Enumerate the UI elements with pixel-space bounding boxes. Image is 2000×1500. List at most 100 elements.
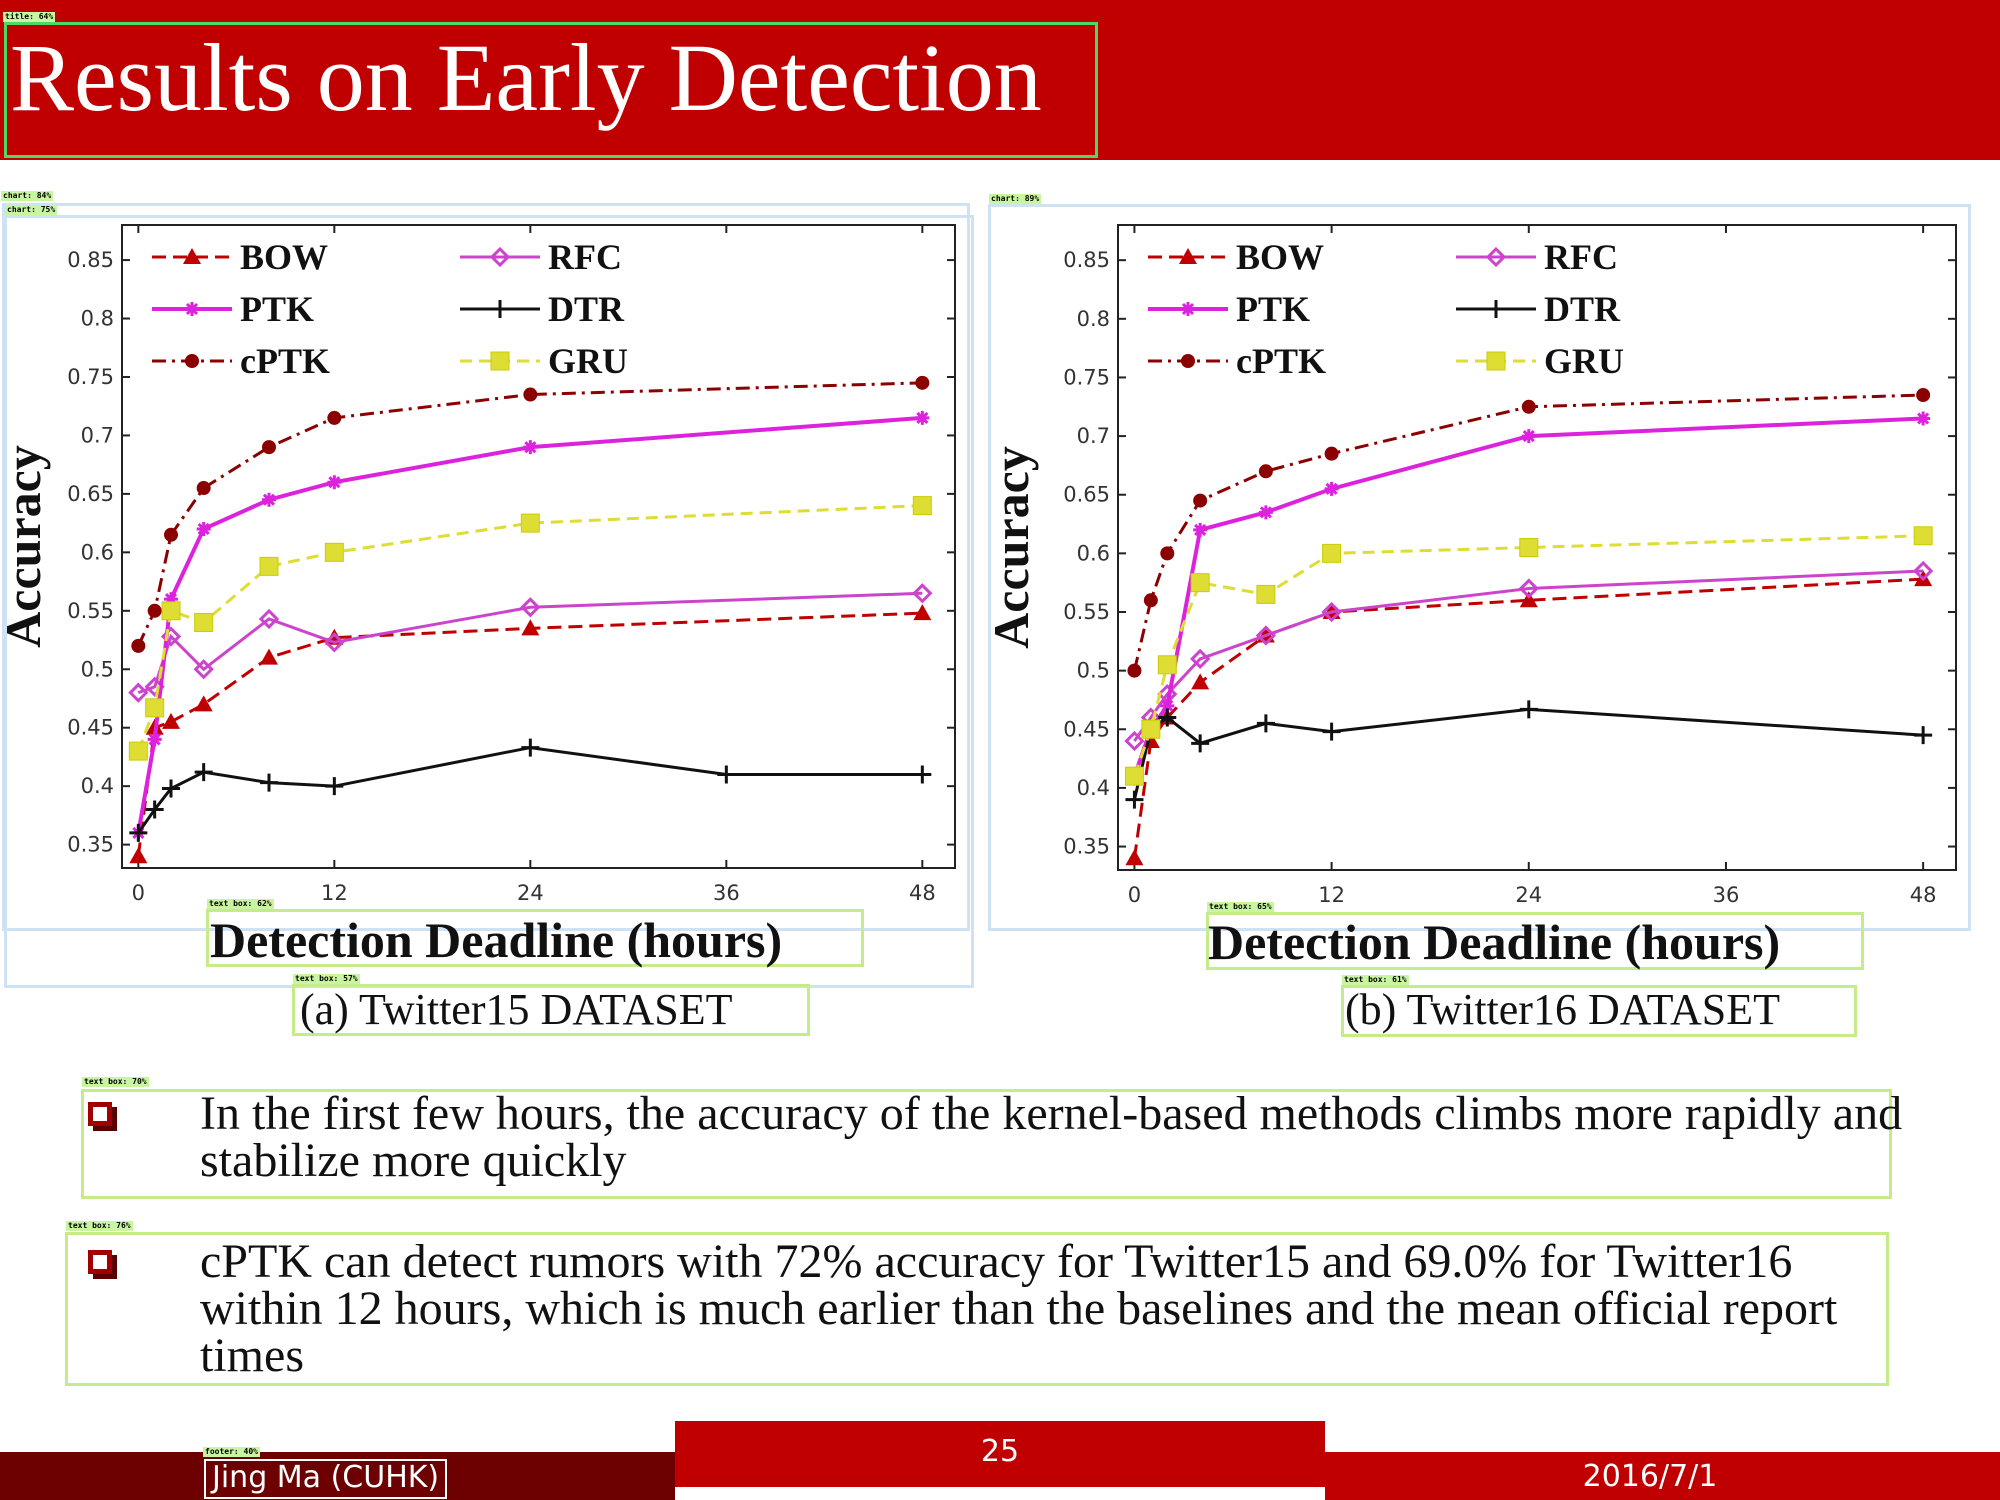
- xlabel-left-detection-label: text box: 62%: [207, 899, 274, 909]
- footer-date: 2016/7/1: [1582, 1459, 1718, 1494]
- data-point-bow: [1125, 849, 1144, 866]
- legend-marker-rfc: [489, 246, 511, 268]
- legend-label-bow: BOW: [240, 237, 328, 277]
- data-point-cptk: [1143, 593, 1158, 608]
- y-tick-label: 0.35: [67, 833, 114, 857]
- caption-right-detection-box: [1341, 985, 1857, 1037]
- legend-label-cptk: cPTK: [240, 341, 330, 381]
- series-line-cptk: [1132, 393, 1924, 671]
- plot-area: [121, 224, 956, 869]
- title-detection-label: title: 64%: [3, 12, 56, 22]
- data-point-bow: [1519, 591, 1538, 608]
- data-point-dtr: [1125, 790, 1144, 809]
- data-point-ptk: [262, 492, 276, 507]
- y-tick-label: 0.7: [81, 423, 114, 447]
- data-point-dtr: [717, 765, 736, 784]
- legend-label-cptk: cPTK: [1236, 341, 1326, 381]
- y-tick-label: 0.4: [1077, 776, 1110, 800]
- y-tick-label: 0.55: [67, 599, 114, 623]
- caption-left-detection-box: [292, 984, 810, 1036]
- data-point-ptk: [1160, 698, 1175, 713]
- data-point-gru: [194, 612, 214, 632]
- data-point-rfc: [912, 583, 933, 604]
- legend-marker-ptk: [185, 302, 199, 316]
- y-tick-label: 0.45: [67, 716, 114, 740]
- data-point-gru: [520, 513, 540, 533]
- legend-marker-gru: [1486, 351, 1506, 371]
- data-point-dtr: [913, 765, 932, 784]
- data-point-ptk: [1258, 505, 1273, 520]
- data-point-dtr: [129, 823, 148, 842]
- x-tick-label: 48: [1910, 883, 1937, 907]
- data-point-cptk: [147, 603, 162, 618]
- data-point-rfc: [1255, 625, 1277, 646]
- data-point-bow: [521, 619, 540, 636]
- data-point-cptk: [1916, 388, 1931, 403]
- x-tick-label: 24: [1515, 883, 1542, 907]
- legend-marker-cptk: [185, 354, 199, 368]
- chart-twitter16: 0.35 0.4 0.45 0.5 0.55 0.6 0.65 0.7 0.75 0.8 0.85 0…: [983, 224, 1957, 907]
- data-point-ptk: [1521, 429, 1536, 444]
- data-point-gru: [145, 698, 165, 718]
- data-point-gru: [1913, 526, 1933, 546]
- x-tick-label: 36: [1713, 883, 1740, 907]
- title-bar: [0, 0, 2000, 160]
- y-tick-label: 0.4: [81, 774, 114, 798]
- y-tick-label: 0.6: [81, 540, 114, 564]
- legend-label-gru: GRU: [1544, 341, 1624, 381]
- y-tick-label: 0.8: [1077, 307, 1110, 331]
- legend-marker-dtr: [1487, 300, 1505, 318]
- data-point-rfc: [1190, 648, 1211, 670]
- series-line-bow: [1132, 577, 1924, 859]
- y-axis-label: Accuracy: [983, 446, 1039, 649]
- bullet-text: In the first few hours, the accuracy of …: [200, 1087, 1903, 1187]
- series-line-gru: [136, 504, 923, 752]
- caption-right-detection-label: text box: 61%: [1342, 975, 1409, 985]
- data-point-bow: [1191, 673, 1210, 690]
- data-point-cptk: [131, 638, 146, 653]
- data-point-ptk: [1193, 522, 1208, 537]
- data-point-gru: [259, 556, 279, 576]
- y-tick-label: 0.8: [81, 307, 114, 331]
- caption-twitter15: (a) Twitter15 DATASET: [300, 985, 733, 1034]
- x-tick-label: 48: [909, 881, 936, 905]
- bullet2-detection-label: text box: 76%: [66, 1221, 133, 1231]
- footer-bar-middle-strip: [675, 1487, 1325, 1500]
- bullet-square-icon: [88, 1102, 112, 1126]
- data-point-dtr: [1256, 714, 1275, 733]
- data-point-cptk: [262, 440, 276, 455]
- data-point-cptk: [1258, 464, 1273, 479]
- data-point-rfc: [1124, 730, 1145, 752]
- data-point-cptk: [1160, 546, 1175, 561]
- data-point-rfc: [193, 659, 214, 680]
- footer-bar-right: [1325, 1452, 2000, 1500]
- data-point-gru: [128, 741, 148, 761]
- x-axis-label-twitter16: Detection Deadline (hours): [1208, 914, 1781, 970]
- data-point-gru: [1141, 719, 1161, 739]
- y-tick-label: 0.85: [1063, 248, 1110, 272]
- page-number: 25: [980, 1434, 1020, 1469]
- data-point-gru: [1157, 655, 1177, 675]
- data-point-bow: [162, 712, 180, 729]
- x-tick-label: 12: [1318, 883, 1345, 907]
- bullet-text: cPTK can detect rumors with 72% accuracy…: [200, 1235, 1838, 1382]
- data-point-rfc: [1913, 560, 1934, 582]
- data-point-cptk: [196, 481, 211, 496]
- data-point-dtr: [260, 773, 278, 792]
- data-point-dtr: [194, 763, 213, 782]
- legend-marker-rfc: [1485, 246, 1507, 268]
- data-point-ptk: [523, 440, 538, 455]
- legend-label-ptk: PTK: [240, 289, 314, 329]
- data-point-dtr: [1322, 722, 1341, 741]
- data-point-dtr: [1519, 700, 1538, 719]
- x-tick-label: 36: [713, 881, 740, 905]
- x-tick-label: 0: [1128, 883, 1141, 907]
- caption-left-detection-label: text box: 57%: [293, 974, 360, 984]
- bullet1-detection-label: text box: 70%: [82, 1077, 149, 1087]
- data-point-gru: [1519, 538, 1539, 557]
- legend-marker-cptk: [1181, 354, 1195, 368]
- legend-label-rfc: RFC: [1544, 237, 1618, 277]
- data-point-dtr: [1914, 726, 1933, 745]
- y-tick-label: 0.35: [1063, 835, 1110, 859]
- y-axis-label: Accuracy: [0, 445, 51, 648]
